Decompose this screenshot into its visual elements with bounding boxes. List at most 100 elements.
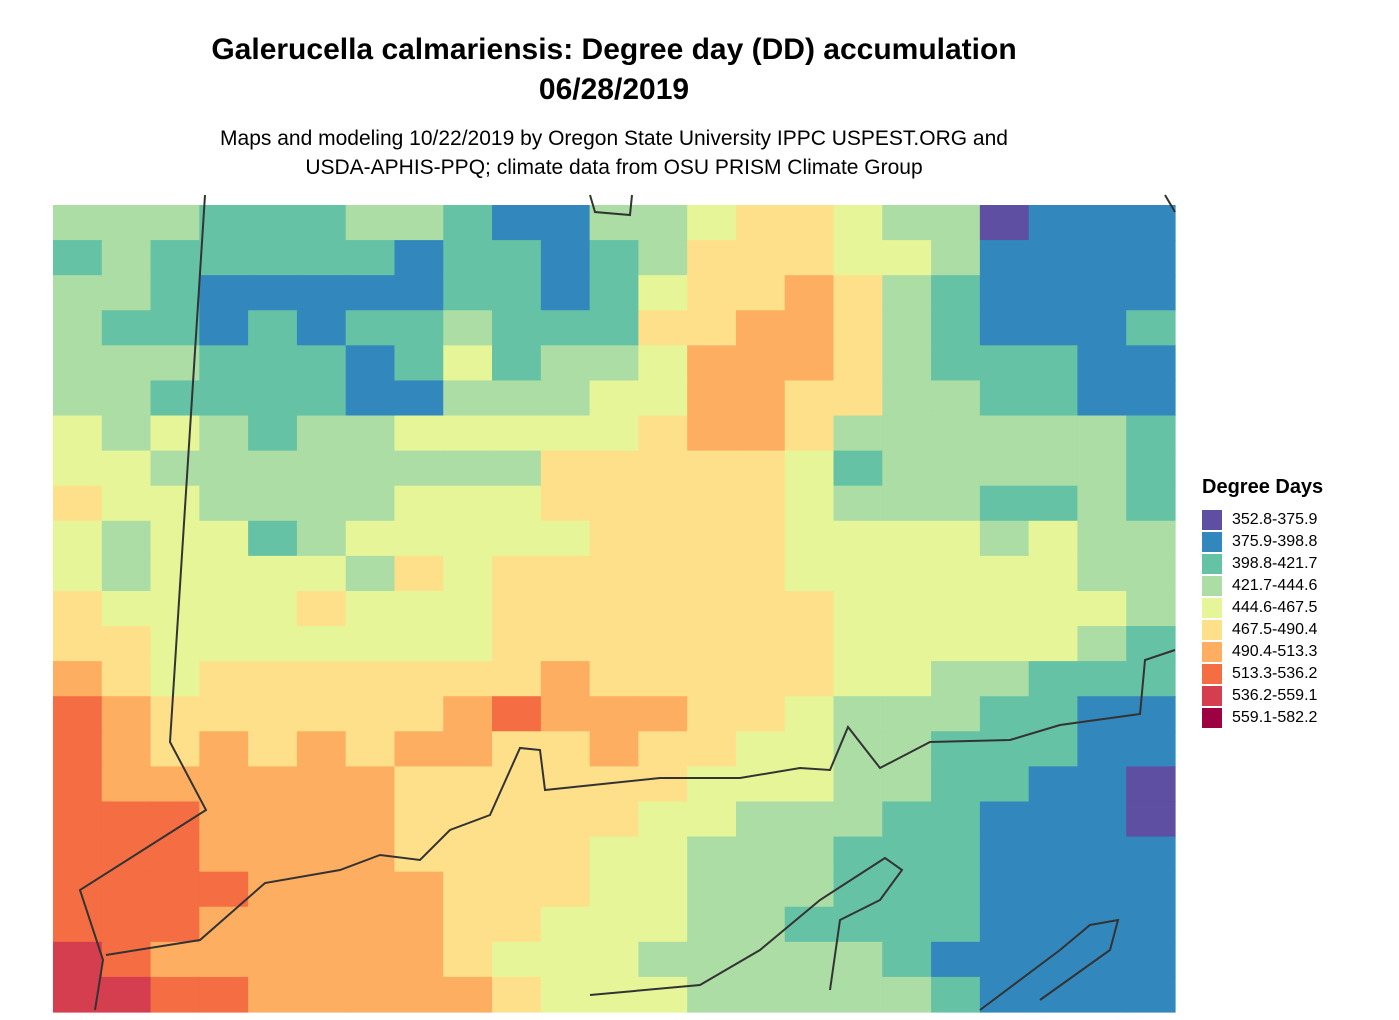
map-cell	[1028, 450, 1079, 487]
map-cell	[492, 871, 542, 908]
map-cell	[101, 661, 152, 697]
map-cell	[931, 836, 981, 873]
map-cell	[882, 696, 932, 732]
map-cell	[1028, 801, 1079, 838]
map-cell	[345, 415, 396, 452]
map-cell	[150, 310, 200, 346]
map-cell	[833, 275, 883, 311]
map-cell	[1126, 906, 1176, 943]
map-cell	[101, 941, 152, 978]
map-cell	[53, 836, 103, 873]
map-cell	[687, 906, 737, 943]
map-cell	[296, 871, 347, 908]
map-title: Galerucella calmariensis: Degree day (DD…	[0, 30, 1228, 110]
map-cell	[1077, 450, 1127, 487]
map-cell	[687, 310, 737, 346]
map-cell	[589, 310, 639, 346]
map-cell	[979, 450, 1030, 487]
map-cell	[979, 696, 1030, 732]
map-cell	[540, 450, 591, 487]
map-cell	[101, 696, 152, 732]
map-cell	[248, 345, 298, 382]
map-cell	[150, 941, 200, 978]
map-cell	[833, 555, 883, 592]
map-cell	[784, 275, 835, 311]
map-cell	[540, 906, 591, 943]
map-cell	[1126, 976, 1176, 1013]
map-cell	[53, 520, 103, 557]
map-cell	[492, 555, 542, 592]
map-cell	[931, 520, 981, 557]
map-cell	[53, 941, 103, 978]
map-cell	[53, 240, 103, 276]
map-cell	[687, 450, 737, 487]
map-cell	[931, 485, 981, 522]
map-cell	[735, 555, 786, 592]
map-cell	[735, 205, 786, 241]
map-cell	[443, 380, 493, 417]
map-cell	[443, 941, 493, 978]
map-cell	[199, 626, 249, 662]
map-cell	[882, 450, 932, 487]
map-cell	[1028, 380, 1079, 417]
map-cell	[979, 941, 1030, 978]
map-cell	[345, 906, 396, 943]
map-cell	[687, 240, 737, 276]
map-cell	[150, 555, 200, 592]
map-cell	[1126, 240, 1176, 276]
map-cell	[638, 275, 688, 311]
map-cell	[1077, 906, 1127, 943]
map-cell	[1126, 766, 1176, 803]
map-cell	[931, 906, 981, 943]
map-cell	[1077, 731, 1127, 767]
legend-swatch	[1202, 686, 1222, 706]
map-cell	[784, 731, 835, 767]
map-cell	[1028, 275, 1079, 311]
map-cell	[882, 240, 932, 276]
map-cell	[1077, 941, 1127, 978]
map-cell	[687, 380, 737, 417]
map-cell	[784, 836, 835, 873]
map-cell	[1126, 731, 1176, 767]
map-cell	[345, 310, 396, 346]
map-cell	[882, 520, 932, 557]
map-cell	[492, 696, 542, 732]
map-cell	[540, 941, 591, 978]
map-cell	[150, 836, 200, 873]
map-cell	[589, 661, 639, 697]
map-cell	[150, 345, 200, 382]
map-cell	[492, 205, 542, 241]
map-cell	[394, 801, 444, 838]
map-cell	[882, 590, 932, 627]
map-cell	[589, 555, 639, 592]
map-cell	[979, 345, 1030, 382]
map-cell	[1077, 275, 1127, 311]
map-cell	[1126, 205, 1176, 241]
map-cell	[394, 731, 444, 767]
legend-item: 375.9-398.8	[1202, 531, 1323, 553]
map-cell	[979, 766, 1030, 803]
legend-label: 375.9-398.8	[1232, 533, 1318, 550]
map-cell	[296, 626, 347, 662]
map-cell	[394, 766, 444, 803]
map-cell	[735, 836, 786, 873]
map-cell	[687, 696, 737, 732]
map-cell	[1126, 626, 1176, 662]
map-cell	[296, 941, 347, 978]
legend-swatch	[1202, 576, 1222, 596]
map-cell	[199, 731, 249, 767]
map-cell	[394, 661, 444, 697]
map-cell	[492, 661, 542, 697]
map-cell	[931, 450, 981, 487]
map-cell	[638, 310, 688, 346]
map-cell	[1126, 836, 1176, 873]
map-cell	[589, 836, 639, 873]
map-cell	[540, 590, 591, 627]
map-cell	[150, 976, 200, 1013]
map-cell	[735, 590, 786, 627]
map-cell	[248, 310, 298, 346]
map-cell	[784, 696, 835, 732]
map-cell	[882, 310, 932, 346]
map-cell	[687, 520, 737, 557]
map-cell	[345, 976, 396, 1013]
